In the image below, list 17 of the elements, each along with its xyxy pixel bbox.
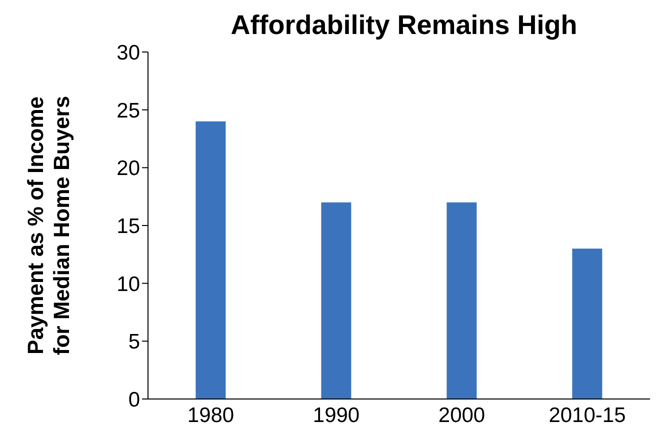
x-tick-label: 2000 — [438, 404, 486, 427]
chart-title: Affordability Remains High — [230, 10, 578, 41]
y-tick-label: 30 — [116, 41, 140, 64]
y-tick-label: 5 — [128, 330, 140, 354]
y-axis-title: Payment as % of Income for Median Home Buyers — [23, 96, 74, 356]
bar — [196, 121, 226, 399]
x-tick-label: 1980 — [187, 404, 234, 427]
bar — [321, 202, 352, 399]
y-tick-label: 15 — [116, 214, 140, 238]
x-tick-label: 1990 — [312, 404, 360, 427]
y-tick-label: 10 — [116, 272, 140, 296]
bar — [446, 202, 477, 399]
y-tick-label: 25 — [116, 99, 140, 122]
y-tick-label: 0 — [128, 388, 140, 412]
x-tick-label: 2010-15 — [548, 404, 626, 427]
bar — [572, 248, 602, 399]
y-tick-label: 20 — [116, 157, 140, 180]
